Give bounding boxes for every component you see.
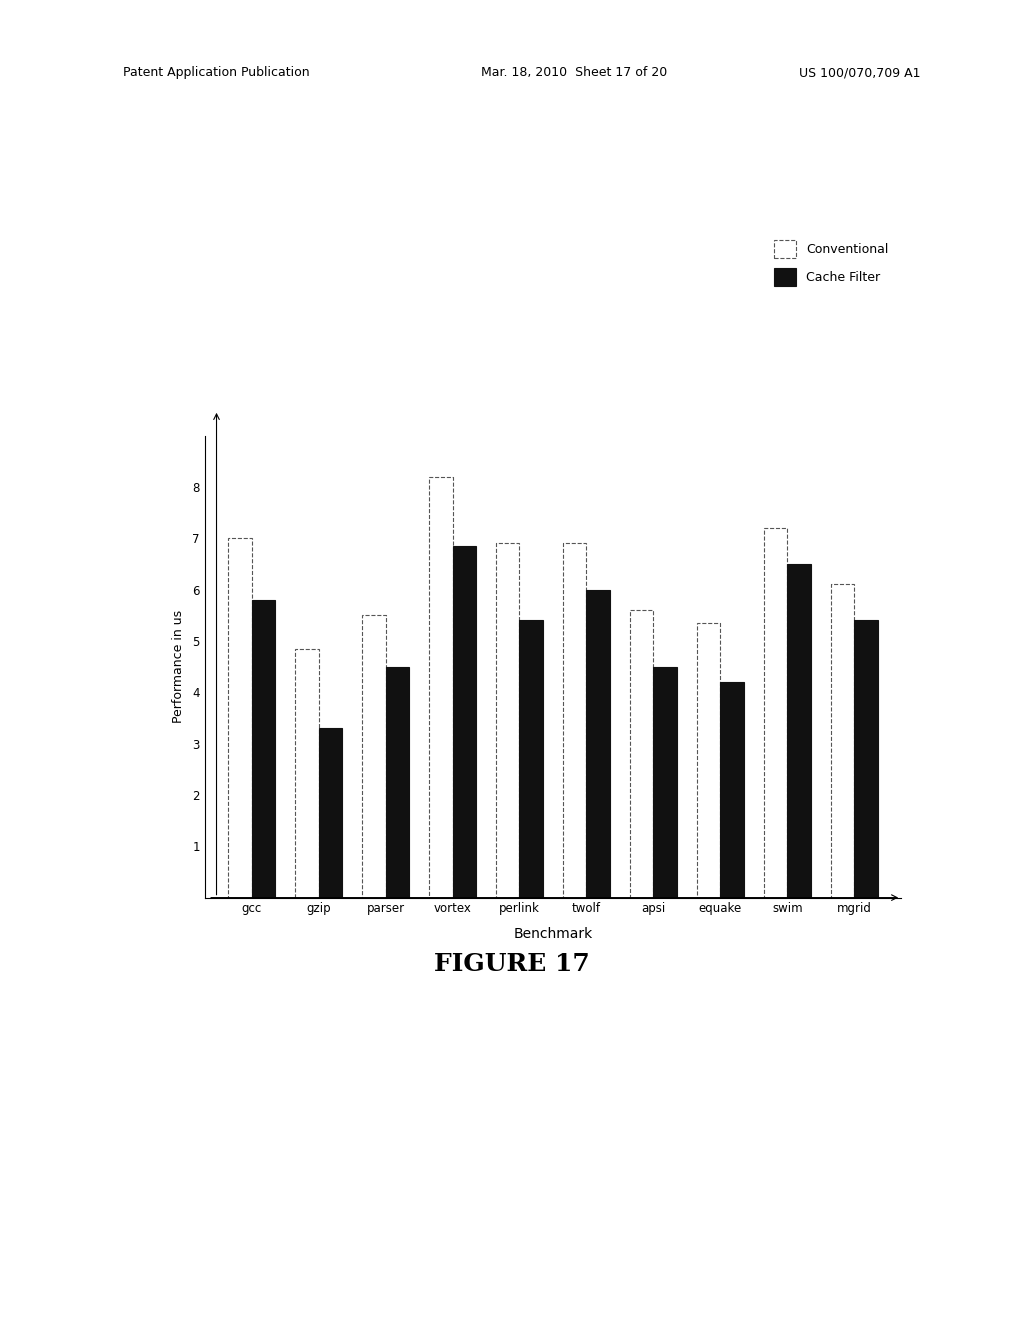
Bar [587, 590, 610, 898]
Bar [630, 610, 653, 898]
Bar [386, 667, 409, 898]
Bar [697, 623, 720, 898]
Text: Mar. 18, 2010  Sheet 17 of 20: Mar. 18, 2010 Sheet 17 of 20 [481, 66, 668, 79]
Bar [563, 544, 587, 898]
Bar [720, 682, 743, 898]
Legend: Conventional, Cache Filter: Conventional, Cache Filter [768, 234, 895, 292]
Bar [295, 648, 318, 898]
Bar [228, 539, 252, 898]
Bar [830, 585, 854, 898]
Bar [764, 528, 787, 898]
Bar [519, 620, 543, 898]
Y-axis label: Performance in us: Performance in us [172, 610, 185, 723]
Bar [362, 615, 386, 898]
Bar [496, 544, 519, 898]
Bar [453, 546, 476, 898]
Text: US 100/070,709 A1: US 100/070,709 A1 [799, 66, 921, 79]
Bar [787, 564, 811, 898]
Text: FIGURE 17: FIGURE 17 [434, 952, 590, 975]
Bar [252, 599, 275, 898]
Bar [429, 477, 453, 898]
X-axis label: Benchmark: Benchmark [513, 927, 593, 941]
Text: Patent Application Publication: Patent Application Publication [123, 66, 309, 79]
Bar [854, 620, 878, 898]
Bar [653, 667, 677, 898]
Bar [318, 729, 342, 898]
